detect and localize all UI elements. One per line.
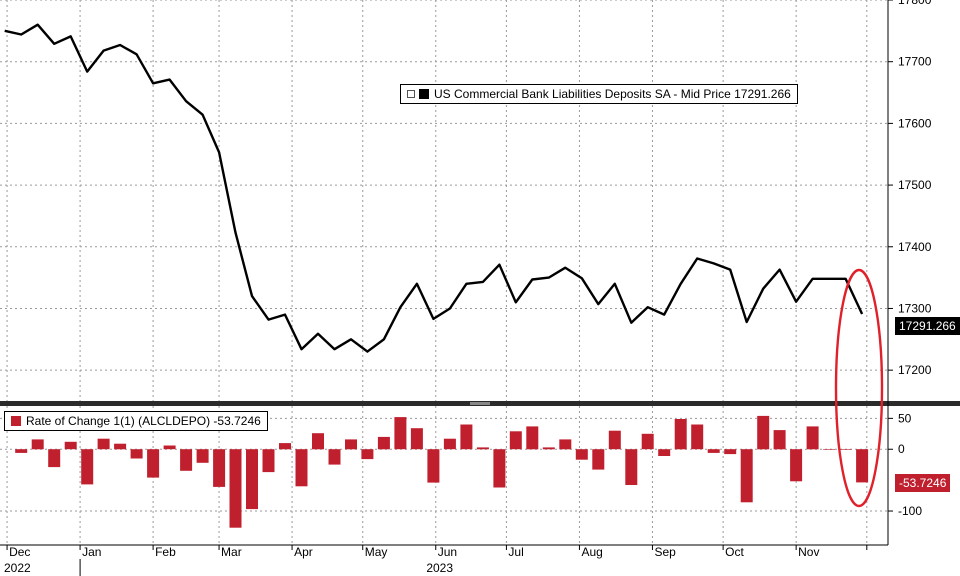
- rate-of-change-bars: [15, 415, 869, 528]
- roc-bar: [180, 449, 193, 471]
- roc-bar: [114, 443, 127, 450]
- bottom-y-tick-label: 50: [898, 411, 912, 425]
- roc-bar: [97, 438, 110, 450]
- roc-bar: [493, 449, 506, 488]
- roc-bar: [262, 449, 275, 473]
- bottom-y-tick-label: -100: [898, 504, 922, 518]
- x-tick-label: Jan: [82, 545, 101, 559]
- top-y-tick-label: 17800: [898, 0, 932, 7]
- roc-bar: [312, 433, 324, 450]
- highlight-ellipse: [834, 268, 884, 508]
- legend-swatch-red: [11, 416, 21, 426]
- year-label: 2022: [4, 561, 31, 575]
- top-y-tick-label: 17500: [898, 178, 932, 192]
- x-tick-label: Oct: [725, 545, 744, 559]
- x-axis: Dec Jan Feb Mar Apr May Jun Jul Aug Sep Oct Nov 2022…: [4, 545, 868, 576]
- roc-bar: [130, 449, 143, 459]
- roc-bar: [542, 447, 555, 450]
- roc-bar: [345, 439, 357, 450]
- top-y-axis: 17200 17300 17400 17500 17600 17700 17800: [888, 0, 932, 377]
- top-y-tick-label: 17200: [898, 363, 932, 377]
- roc-bar: [823, 449, 836, 450]
- roc-bar: [377, 436, 390, 450]
- bottom-y-axis: -100 0 50: [888, 411, 922, 518]
- roc-bar: [213, 449, 226, 487]
- x-tick-label: May: [365, 545, 388, 559]
- roc-bar: [64, 441, 77, 450]
- line-last-value-badge: 17291.266: [895, 317, 960, 335]
- roc-bar: [246, 449, 258, 510]
- roc-bar: [229, 449, 242, 528]
- roc-bar: [81, 449, 94, 485]
- roc-bar: [608, 430, 621, 450]
- x-tick-label: Dec: [9, 545, 30, 559]
- roc-bar: [394, 417, 407, 450]
- roc-bar: [328, 449, 341, 465]
- bottom-legend: Rate of Change 1(1) (ALCLDEPO) -53.7246: [4, 411, 268, 431]
- roc-bar: [592, 449, 605, 470]
- roc-bar: [443, 438, 456, 450]
- bottom-legend-label: Rate of Change 1(1) (ALCLDEPO) -53.7246: [26, 414, 261, 428]
- x-tick-label: Jul: [508, 545, 523, 559]
- roc-bar: [559, 439, 572, 450]
- line-last-value: 17291.266: [899, 319, 956, 333]
- roc-bar: [163, 445, 176, 450]
- x-tick-label: Nov: [798, 545, 819, 559]
- roc-bar: [48, 449, 61, 468]
- roc-bar: [427, 449, 440, 483]
- roc-bar: [295, 449, 308, 487]
- roc-bar: [856, 449, 869, 483]
- roc-bar: [476, 447, 489, 450]
- x-tick-label: Aug: [581, 545, 602, 559]
- divider-handle: [470, 402, 490, 405]
- roc-bar: [196, 449, 209, 463]
- roc-bar: [147, 449, 160, 478]
- roc-bar: [707, 449, 720, 453]
- roc-bar: [691, 424, 704, 450]
- roc-bar: [740, 449, 753, 503]
- roc-bar: [773, 430, 786, 450]
- roc-bar: [575, 449, 588, 460]
- bar-last-value: -53.7246: [899, 476, 947, 490]
- top-panel-grid: [0, 0, 888, 401]
- x-tick-label: Mar: [221, 545, 242, 559]
- roc-bar: [757, 415, 770, 450]
- x-tick-label: Feb: [155, 545, 176, 559]
- roc-bar: [31, 439, 44, 450]
- roc-bar: [625, 449, 638, 485]
- top-y-tick-label: 17700: [898, 55, 932, 69]
- year-label: 2023: [426, 561, 453, 575]
- x-tick-label: Sep: [654, 545, 676, 559]
- top-y-tick-label: 17300: [898, 301, 932, 315]
- roc-bar: [460, 424, 473, 450]
- bar-last-value-badge: -53.7246: [895, 474, 951, 492]
- deposits-line: [4, 23, 864, 353]
- top-legend-label: US Commercial Bank Liabilities Deposits …: [434, 87, 791, 101]
- roc-bar: [526, 426, 539, 450]
- bottom-y-tick-label: 0: [898, 442, 905, 456]
- roc-bar: [641, 433, 654, 450]
- roc-bar: [279, 443, 291, 450]
- roc-bar: [839, 449, 852, 450]
- roc-bar: [790, 449, 803, 482]
- roc-bar: [674, 419, 687, 450]
- x-tick-label: Jun: [438, 545, 457, 559]
- roc-bar: [410, 428, 423, 450]
- roc-bar: [724, 449, 737, 455]
- top-y-tick-label: 17400: [898, 240, 932, 254]
- top-legend: US Commercial Bank Liabilities Deposits …: [400, 84, 798, 104]
- bottom-panel-grid: [0, 406, 888, 545]
- roc-bar: [509, 431, 522, 450]
- roc-bar: [15, 449, 28, 453]
- top-y-tick-label: 17600: [898, 116, 932, 130]
- roc-bar: [806, 426, 819, 450]
- roc-bar: [658, 449, 671, 456]
- x-tick-label: Apr: [294, 545, 313, 559]
- legend-swatch-black: [419, 89, 429, 99]
- roc-bar: [361, 449, 374, 460]
- collapse-icon[interactable]: [407, 90, 415, 98]
